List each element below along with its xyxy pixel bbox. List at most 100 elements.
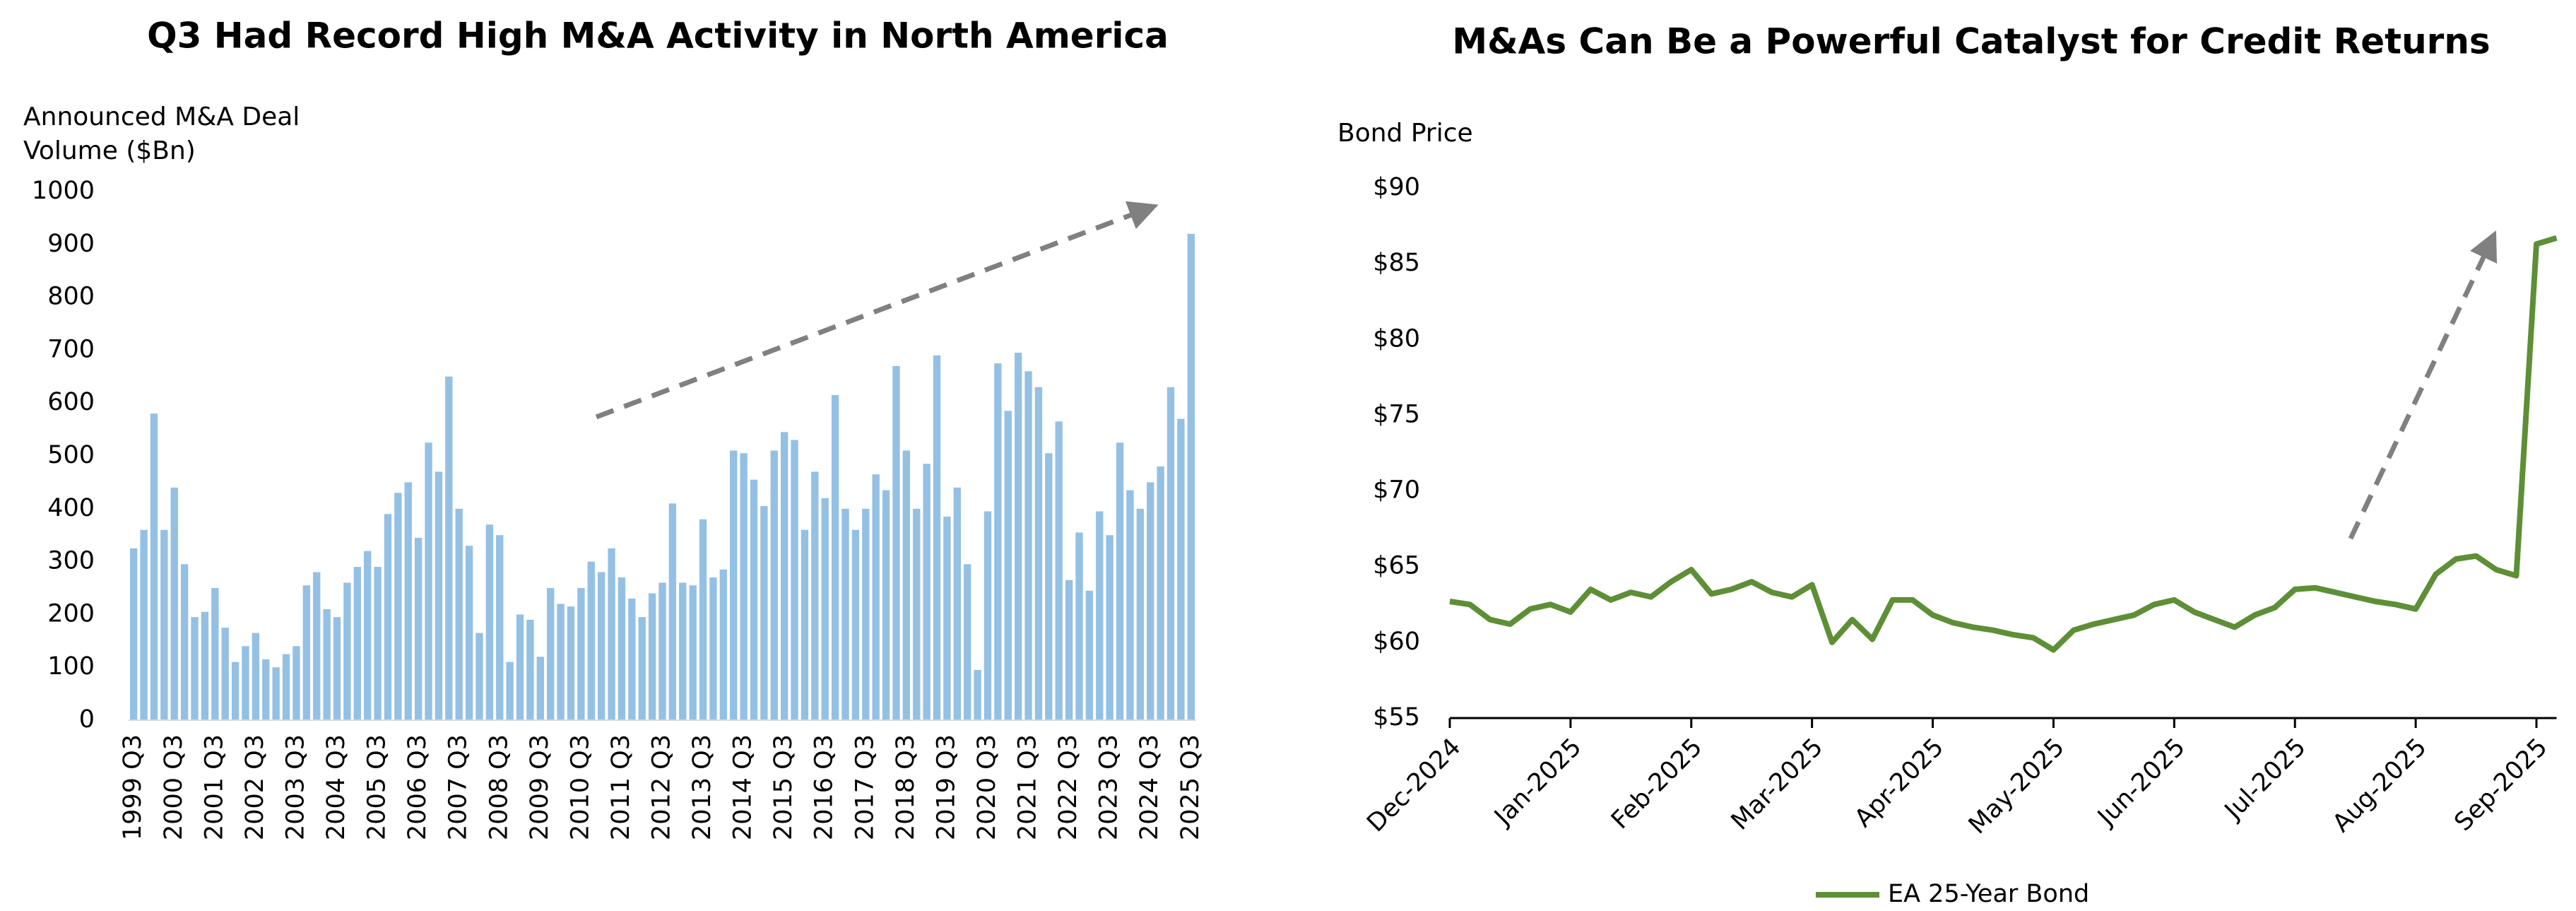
y-tick-label: 800 xyxy=(47,283,95,311)
bar xyxy=(231,662,240,720)
x-tick-label: 2007 Q3 xyxy=(444,734,473,840)
bar xyxy=(1157,466,1164,720)
x-tick-label: Jan-2025 xyxy=(1489,733,1588,832)
bar xyxy=(811,471,819,720)
bar xyxy=(791,440,798,720)
bar xyxy=(800,529,809,720)
bar xyxy=(658,582,666,720)
bar xyxy=(913,508,921,720)
chart-title: Q3 Had Record High M&A Activity in North… xyxy=(147,16,1169,57)
bar xyxy=(1085,590,1094,720)
bar xyxy=(536,657,544,720)
x-tick-label: 2024 Q3 xyxy=(1135,734,1164,840)
bar xyxy=(943,517,951,720)
bar xyxy=(983,511,992,720)
x-tick-label: Mar-2025 xyxy=(1726,733,1828,835)
bar xyxy=(577,588,585,720)
x-tick-label: 2022 Q3 xyxy=(1054,734,1082,840)
x-tick-label: 2002 Q3 xyxy=(241,734,269,840)
bar xyxy=(414,537,423,720)
y-tick-label: $85 xyxy=(1373,249,1420,277)
x-tick-label: 2013 Q3 xyxy=(688,734,716,840)
bar xyxy=(923,464,930,720)
bar xyxy=(902,450,911,720)
y-tick-label: $55 xyxy=(1373,703,1420,731)
bar xyxy=(587,561,595,720)
bar xyxy=(597,572,605,720)
bar xyxy=(425,442,432,720)
bar xyxy=(465,546,473,720)
bar xyxy=(160,529,168,720)
bar xyxy=(384,514,392,720)
x-tick-label: 2020 Q3 xyxy=(973,734,1001,840)
bar xyxy=(1024,371,1032,720)
y-tick-label: 500 xyxy=(47,441,95,469)
x-tick-label: 2012 Q3 xyxy=(648,734,676,840)
bar xyxy=(994,363,1002,720)
bar xyxy=(150,413,158,720)
bar xyxy=(679,582,687,720)
y-tick-label: 0 xyxy=(79,705,95,734)
y-tick-label: 100 xyxy=(47,652,95,681)
bar xyxy=(242,646,249,720)
bar xyxy=(618,577,626,720)
x-tick-label: 2023 Q3 xyxy=(1095,734,1123,840)
bar xyxy=(252,633,260,720)
bar xyxy=(1034,387,1043,720)
bar xyxy=(221,628,229,720)
x-tick-label: 2011 Q3 xyxy=(607,734,635,840)
bar xyxy=(394,493,402,720)
trend-arrow xyxy=(2348,230,2498,540)
x-tick-label: 2014 Q3 xyxy=(729,734,757,840)
bar xyxy=(628,598,636,720)
bar xyxy=(1126,490,1134,720)
x-tick-label: 2025 Q3 xyxy=(1176,734,1205,840)
bar xyxy=(1147,482,1154,720)
bar xyxy=(170,487,178,720)
legend-label: EA 25-Year Bond xyxy=(1888,880,2089,908)
bar xyxy=(740,453,748,720)
y-tick-label: $75 xyxy=(1373,400,1420,428)
bar xyxy=(1136,508,1145,720)
x-tick-label: 2019 Q3 xyxy=(932,734,960,840)
bar xyxy=(404,482,412,720)
x-tick-label: 2018 Q3 xyxy=(892,734,920,840)
bar xyxy=(648,593,656,720)
x-tick-label: 2005 Q3 xyxy=(363,734,391,840)
bar xyxy=(445,376,453,720)
bar xyxy=(302,585,311,720)
bar xyxy=(496,535,504,720)
y-tick-label: 600 xyxy=(47,388,95,416)
bar xyxy=(964,564,971,720)
y-tick-label: 900 xyxy=(47,230,95,258)
bar xyxy=(953,487,962,720)
bar xyxy=(516,614,524,720)
bar xyxy=(435,471,443,720)
bar xyxy=(363,551,372,720)
bar xyxy=(191,617,199,720)
bar xyxy=(872,474,880,720)
bar xyxy=(1045,453,1053,720)
x-tick-label: 2008 Q3 xyxy=(485,734,513,840)
chart-title: M&As Can Be a Powerful Catalyst for Cred… xyxy=(1452,21,2490,62)
bar xyxy=(1014,353,1022,720)
y-tick-label: 300 xyxy=(47,547,95,575)
y-tick-label: 700 xyxy=(47,335,95,363)
bar xyxy=(933,355,941,720)
x-tick-label: 2015 Q3 xyxy=(769,734,798,840)
bar xyxy=(1177,418,1185,720)
x-tick-label: Sep-2025 xyxy=(2450,733,2553,837)
bar xyxy=(485,524,494,720)
y-tick-label: 400 xyxy=(47,494,95,522)
line-series xyxy=(1449,235,2558,653)
x-tick-label: 2000 Q3 xyxy=(160,734,188,840)
bar xyxy=(638,617,646,720)
bar xyxy=(1055,421,1063,720)
x-tick-label: 2003 Q3 xyxy=(281,734,309,840)
bar xyxy=(689,585,697,720)
bar xyxy=(547,588,555,720)
bar xyxy=(313,572,321,720)
bar xyxy=(892,365,900,720)
bar xyxy=(1116,442,1124,720)
